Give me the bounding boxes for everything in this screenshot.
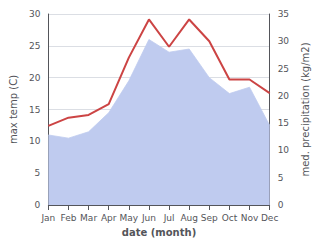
svg-text:0: 0 [278,200,284,210]
svg-text:15: 15 [278,118,289,128]
svg-text:0: 0 [35,200,41,210]
svg-text:5: 5 [278,173,284,183]
svg-text:25: 25 [278,64,289,74]
svg-text:Dec: Dec [261,213,278,223]
svg-text:Oct: Oct [222,213,238,223]
svg-text:Sep: Sep [201,213,218,223]
svg-text:30: 30 [29,9,41,19]
svg-text:25: 25 [29,41,40,51]
svg-text:Apr: Apr [101,213,117,223]
svg-text:20: 20 [29,73,41,83]
svg-text:10: 10 [278,145,290,155]
svg-text:Jun: Jun [141,213,156,223]
svg-text:Jan: Jan [40,213,55,223]
svg-text:35: 35 [278,9,289,19]
svg-text:Jul: Jul [163,213,175,223]
svg-text:15: 15 [29,105,40,115]
svg-text:Nov: Nov [241,213,259,223]
svg-text:date (month): date (month) [122,227,196,238]
svg-text:20: 20 [278,91,290,101]
svg-text:max temp (C): max temp (C) [8,75,19,144]
svg-text:Feb: Feb [61,213,77,223]
svg-text:5: 5 [35,168,41,178]
svg-text:30: 30 [278,36,290,46]
svg-text:Mar: Mar [80,213,97,223]
svg-text:Aug: Aug [180,213,198,223]
svg-text:med. precipitation (kg/m2): med. precipitation (kg/m2) [300,42,311,176]
svg-text:May: May [120,213,139,223]
svg-text:10: 10 [29,136,41,146]
